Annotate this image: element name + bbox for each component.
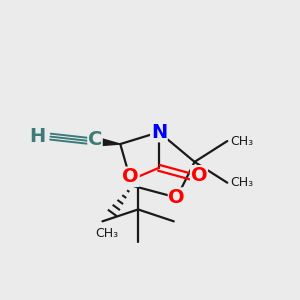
Text: C: C (88, 130, 102, 149)
Text: CH₃: CH₃ (230, 135, 254, 148)
Polygon shape (90, 136, 120, 146)
Text: O: O (168, 188, 185, 207)
Text: O: O (122, 167, 139, 186)
Text: O: O (191, 166, 207, 185)
Text: CH₃: CH₃ (95, 227, 119, 240)
Text: CH₃: CH₃ (230, 176, 254, 189)
Text: N: N (151, 123, 167, 142)
Text: H: H (30, 127, 46, 146)
